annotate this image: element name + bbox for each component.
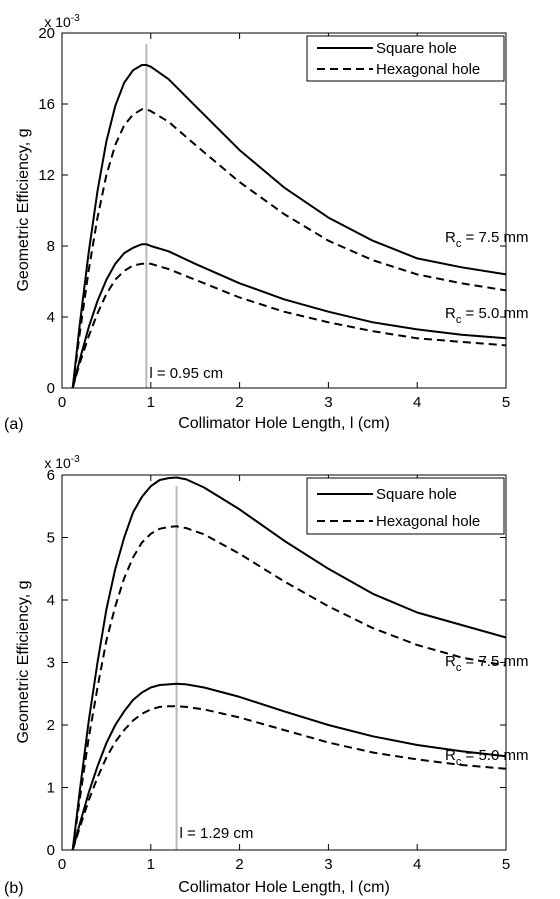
y-tick-label: 6 — [47, 467, 55, 484]
series-group — [71, 476, 507, 851]
x-tick-label: 4 — [413, 394, 421, 411]
legend-box — [306, 477, 505, 535]
x-axis-label: Collimator Hole Length, l (cm) — [178, 879, 390, 896]
plot-frame — [61, 474, 507, 851]
y-tick-label: 3 — [47, 655, 55, 672]
x-tick-label: 5 — [502, 394, 510, 411]
y-tick-label: 0 — [47, 842, 55, 859]
curve-label-rc-5-0: Rc = 5.0 mm — [445, 305, 528, 326]
y-tick-label: 5 — [47, 530, 55, 547]
y-tick-label: 20 — [38, 25, 55, 42]
panel-label-a: (a) — [4, 416, 24, 433]
curve-label-rc-7-5: Rc = 7.5 mm — [445, 653, 528, 674]
series-line-hexagonal-hole — [71, 705, 507, 851]
legend-box — [306, 35, 505, 82]
plot-frame — [61, 32, 507, 389]
y-multiplier: x 10-3 — [44, 454, 80, 471]
legend: Square hole Hexagonal hole — [306, 477, 505, 535]
legend-label-hexagonal: Hexagonal hole — [376, 61, 480, 78]
series-line-hexagonal-hole — [71, 108, 507, 389]
x-axis-label: Collimator Hole Length, l (cm) — [178, 415, 390, 432]
series-line-square-hole — [71, 243, 507, 389]
x-tick-label: 1 — [147, 856, 155, 873]
vertical-marker-label: l = 0.95 cm — [149, 365, 223, 382]
series-line-hexagonal-hole — [71, 262, 507, 389]
y-tick-label: 8 — [47, 238, 55, 255]
y-tick-label: 12 — [38, 167, 55, 184]
series-line-square-hole — [71, 64, 507, 389]
chart-panel-b: 0 1 2 3 4 5 6 0 1 2 3 4 5 x 10-3 l = 1.29 cm Rc = 7… — [4, 454, 528, 897]
legend: Square hole Hexagonal hole — [306, 35, 505, 82]
panel-label-b: (b) — [4, 880, 24, 897]
y-tick-label: 16 — [38, 96, 55, 113]
y-tick-label: 1 — [47, 780, 55, 797]
x-tick-label: 0 — [58, 394, 66, 411]
y-tick-label: 4 — [47, 309, 55, 326]
x-tick-label: 3 — [324, 856, 332, 873]
series-group — [71, 64, 507, 389]
x-tick-label: 3 — [324, 394, 332, 411]
y-tick-label: 4 — [47, 592, 55, 609]
y-tick-label: 2 — [47, 717, 55, 734]
x-tick-label: 4 — [413, 856, 421, 873]
series-line-hexagonal-hole — [71, 525, 507, 851]
x-tick-label: 1 — [147, 394, 155, 411]
curve-label-rc-7-5: Rc = 7.5 mm — [445, 229, 528, 250]
y-axis-label: Geometric Efficiency, g — [15, 580, 32, 743]
x-tick-label: 2 — [235, 394, 243, 411]
legend-label-square: Square hole — [376, 486, 457, 503]
y-tick-label: 0 — [47, 380, 55, 397]
x-tick-label: 5 — [502, 856, 510, 873]
legend-label-square: Square hole — [376, 40, 457, 57]
x-tick-label: 0 — [58, 856, 66, 873]
curve-label-rc-5-0: Rc = 5.0 mm — [445, 747, 528, 768]
series-line-square-hole — [71, 476, 507, 851]
x-tick-label: 2 — [235, 856, 243, 873]
vertical-marker-label: l = 1.29 cm — [180, 825, 254, 842]
legend-label-hexagonal: Hexagonal hole — [376, 513, 480, 530]
y-axis-label: Geometric Efficiency, g — [15, 128, 32, 291]
x-axis-ticks: 0 1 2 3 4 5 — [58, 33, 510, 411]
y-axis-ticks: 0 4 8 12 16 20 — [38, 25, 506, 397]
series-line-square-hole — [71, 682, 507, 851]
y-multiplier: x 10-3 — [44, 13, 80, 30]
